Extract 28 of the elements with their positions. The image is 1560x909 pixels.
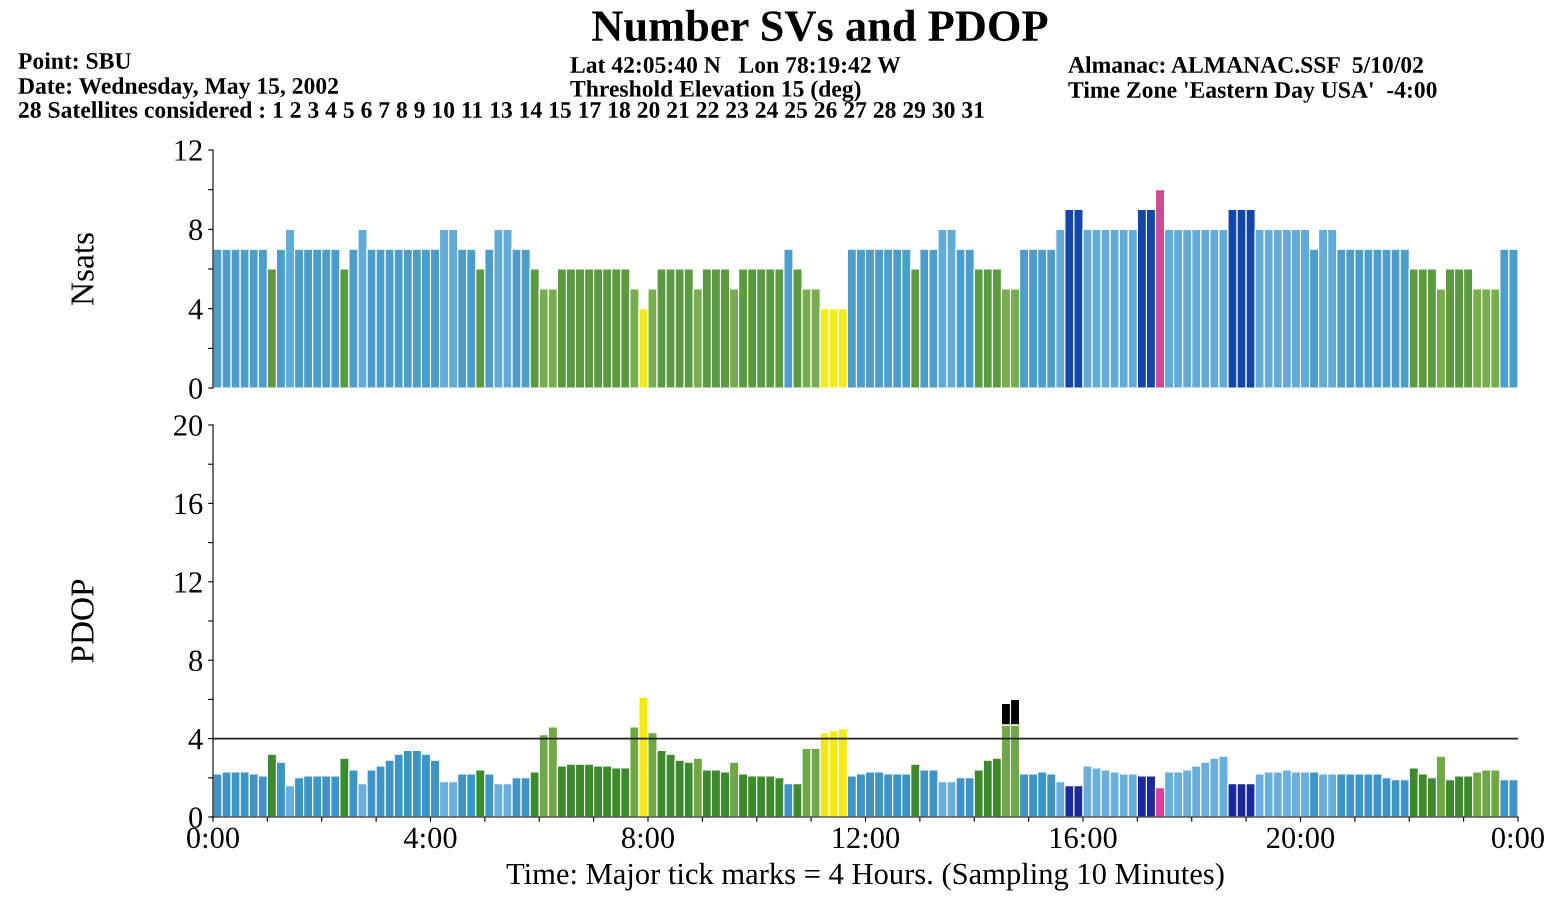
text: Time Zone 'Eastern Day USA' -4:00 — [1068, 81, 1437, 103]
x-tick-label: 20:00 — [1267, 827, 1335, 849]
x-tick-label: 8:00 — [622, 827, 674, 849]
x-tick-label: 16:00 — [1050, 827, 1117, 849]
text: Point: SBU — [18, 52, 131, 70]
text: Almanac: ALMANAC.SSF 5/10/02 — [1068, 56, 1423, 74]
y-tick-label: 4 — [188, 729, 203, 750]
y-axis-title: PDOP — [71, 579, 94, 663]
x-tick-label: 12:00 — [833, 827, 900, 849]
x-tick-label: 0:00 — [187, 827, 239, 849]
y-tick-label: 16 — [175, 493, 203, 515]
y-tick-label: 20 — [174, 415, 203, 436]
y-tick-label: 8 — [189, 219, 203, 241]
x-tick-label: 4:00 — [403, 827, 457, 849]
x-axis-title: Time: Major tick marks = 4 Hours. (Sampling 10 Minutes) — [506, 862, 1224, 891]
y-tick-label: 0 — [189, 807, 203, 828]
text: Lat 42:05:40 N Lon 78:19:42 W — [570, 56, 901, 74]
text: Threshold Elevation 15 (deg) — [570, 80, 861, 102]
y-axis-title: Nsats — [71, 233, 94, 306]
x-tick-label: 0:00 — [1492, 827, 1544, 849]
y-tick-label: 12 — [175, 140, 202, 161]
y-tick-label: 12 — [175, 572, 202, 593]
text: 28 Satellites considered : 1 2 3 4 5 6 7 8 9 10 11 13 14 15 17 18 20 21 22 23 24 25 26 27 28 29 30 31 — [18, 101, 984, 119]
y-tick-label: 8 — [189, 650, 203, 672]
text: Date: Wednesday, May 15, 2002 — [18, 77, 338, 99]
y-tick-label: 4 — [188, 299, 203, 320]
chart-title: Number SVs and PDOP — [592, 9, 1048, 42]
y-tick-label: 0 — [189, 378, 203, 399]
